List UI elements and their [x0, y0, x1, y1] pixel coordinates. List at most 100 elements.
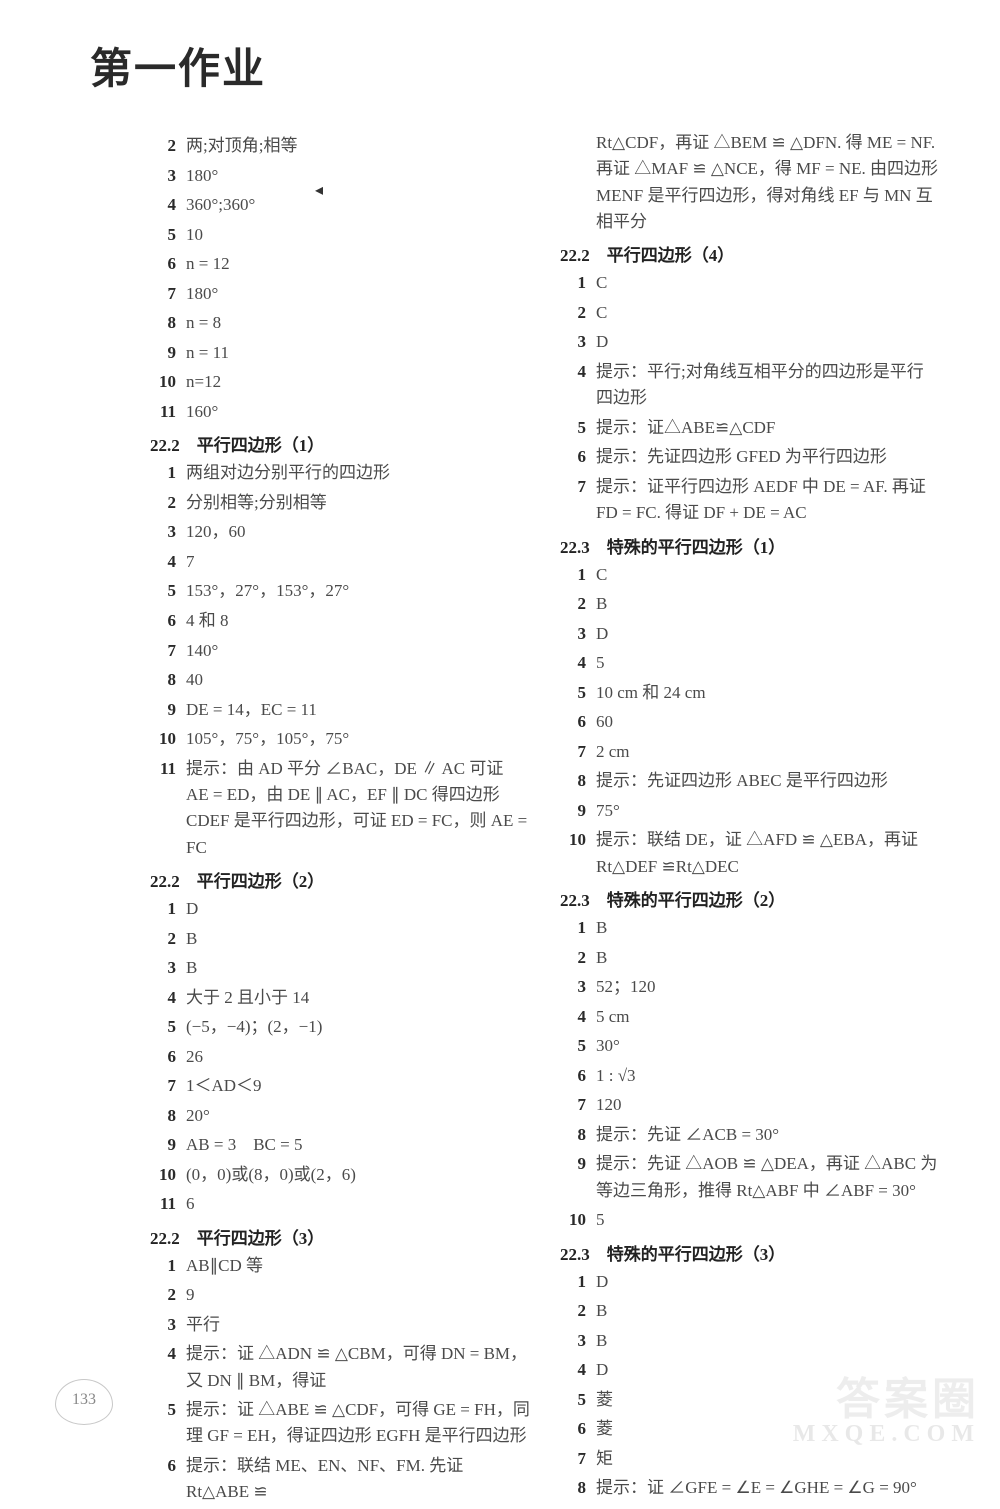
item-text: 120，60	[186, 519, 530, 545]
item-number: 4	[150, 192, 176, 218]
item-text: 10 cm 和 24 cm	[596, 680, 940, 706]
answer-item: 1B	[560, 915, 940, 941]
answer-item: 2B	[560, 1298, 940, 1324]
answer-item: 8 提示：先证四边形 ABEC 是平行四边形	[560, 768, 940, 794]
item-text: 提示：先证 △AOB ≌ △DEA，再证 △ABC 为等边三角形，推得 Rt△A…	[596, 1151, 940, 1204]
item-number: 9	[150, 1132, 176, 1158]
item-text: 5	[596, 650, 940, 676]
answer-item: 8提示：证 ∠GFE = ∠E = ∠GHE = ∠G = 90°	[560, 1475, 940, 1501]
answer-item: 510	[150, 222, 530, 248]
section-heading: 22.2 平行四边形（2）	[150, 867, 530, 892]
item-number: 3	[150, 163, 176, 189]
answer-item: 47	[150, 549, 530, 575]
item-text: AB = 3 BC = 5	[186, 1132, 530, 1158]
item-number: 4	[150, 549, 176, 575]
item-number: 10	[150, 1162, 176, 1188]
answer-item: 3120，60	[150, 519, 530, 545]
item-text: 提示：证 △ADN ≌ △CBM，可得 DN = BM，又 DN ∥ BM，得证	[186, 1341, 530, 1394]
item-text: D	[596, 329, 940, 355]
answer-item: 3平行	[150, 1312, 530, 1338]
item-text: D	[596, 621, 940, 647]
item-number: 10	[560, 827, 586, 853]
item-text: 9	[186, 1282, 530, 1308]
item-number: 2	[560, 945, 586, 971]
item-text: 矩	[596, 1446, 940, 1472]
item-text: B	[186, 926, 530, 952]
section-heading: 22.3 特殊的平行四边形（1）	[560, 533, 940, 558]
answer-item: 2B	[560, 945, 940, 971]
item-text: 两组对边分别平行的四边形	[186, 460, 530, 486]
item-text: 分别相等;分别相等	[186, 490, 530, 516]
answer-item: 8n = 8	[150, 310, 530, 336]
item-number: 8	[560, 768, 586, 794]
item-text: 1 : √3	[596, 1063, 940, 1089]
item-text: (−5，−4)；(2，−1)	[186, 1014, 530, 1040]
item-number: 9	[560, 1151, 586, 1177]
section-heading: 22.2 平行四边形（4）	[560, 241, 940, 266]
answer-item: 1C	[560, 270, 940, 296]
item-number: 6	[560, 1063, 586, 1089]
answer-item: 7提示：证平行四边形 AEDF 中 DE = AF. 再证 FD = FC. 得…	[560, 474, 940, 527]
item-text: 提示：平行;对角线互相平分的四边形是平行四边形	[596, 359, 940, 412]
item-number: 11	[150, 399, 176, 425]
item-number: 9	[150, 340, 176, 366]
item-text: 180°	[186, 281, 530, 307]
item-number: 8	[150, 667, 176, 693]
answer-item: 11提示：由 AD 平分 ∠BAC，DE ∥ AC 可证 AE = ED，由 D…	[150, 756, 530, 861]
answer-item: 7180°	[150, 281, 530, 307]
item-text: 提示：先证 ∠ACB = 30°	[596, 1122, 940, 1148]
item-text: 1＜AD＜9	[186, 1073, 530, 1099]
item-number: 5	[560, 415, 586, 441]
answer-item: 45 cm	[560, 1004, 940, 1030]
page-number: 133	[55, 1379, 113, 1425]
item-number: 8	[150, 1103, 176, 1129]
section-heading: 22.2 平行四边形（3）	[150, 1224, 530, 1249]
item-number: 2	[560, 1298, 586, 1324]
item-text: n = 8	[186, 310, 530, 336]
item-number: 2	[560, 300, 586, 326]
answer-item: 1D	[560, 1269, 940, 1295]
item-number: 5	[560, 680, 586, 706]
item-number: 6	[560, 709, 586, 735]
answer-item: 9n = 11	[150, 340, 530, 366]
item-number: 6	[560, 444, 586, 470]
right-column: Rt△CDF，再证 △BEM ≌ △DFN. 得 ME = NF. 再证 △MA…	[560, 130, 940, 1509]
item-text: (0，0)或(8，0)或(2，6)	[186, 1162, 530, 1188]
item-text: 75°	[596, 798, 940, 824]
item-number: 7	[560, 739, 586, 765]
item-number: 1	[150, 460, 176, 486]
answer-item: 4 提示：平行;对角线互相平分的四边形是平行四边形	[560, 359, 940, 412]
answer-item: 4大于 2 且小于 14	[150, 985, 530, 1011]
item-number: 5	[150, 1397, 176, 1423]
item-text: D	[186, 896, 530, 922]
item-number: 4	[560, 359, 586, 385]
answer-item: 29	[150, 1282, 530, 1308]
item-number: 3	[560, 1328, 586, 1354]
answer-item: 9 AB = 3 BC = 5	[150, 1132, 530, 1158]
item-text: 提示：由 AD 平分 ∠BAC，DE ∥ AC 可证 AE = ED，由 DE …	[186, 756, 530, 861]
answer-item: 5 提示：证△ABE≌△CDF	[560, 415, 940, 441]
answer-item: 1C	[560, 562, 940, 588]
answer-item: 5153°，27°，153°，27°	[150, 578, 530, 604]
item-text: 提示：先证四边形 ABEC 是平行四边形	[596, 768, 940, 794]
answer-item: 9DE = 14，EC = 11	[150, 697, 530, 723]
answer-item: 820°	[150, 1103, 530, 1129]
answer-item: 660	[560, 709, 940, 735]
item-number: 11	[150, 1191, 176, 1217]
item-number: 1	[150, 1253, 176, 1279]
item-text: C	[596, 562, 940, 588]
answer-item: 6菱	[560, 1416, 940, 1442]
item-number: 10	[560, 1207, 586, 1233]
item-number: 8	[560, 1122, 586, 1148]
answer-item: 530°	[560, 1033, 940, 1059]
answer-item: 6提示：先证四边形 GFED 为平行四边形	[560, 444, 940, 470]
item-text: C	[596, 300, 940, 326]
item-text: 提示：证△ABE≌△CDF	[596, 415, 940, 441]
answer-item: 10105°，75°，105°，75°	[150, 726, 530, 752]
item-number: 5	[560, 1033, 586, 1059]
item-number: 2	[150, 490, 176, 516]
item-text: 153°，27°，153°，27°	[186, 578, 530, 604]
item-text: 菱	[596, 1387, 940, 1413]
item-text: C	[596, 270, 940, 296]
item-text: DE = 14，EC = 11	[186, 697, 530, 723]
